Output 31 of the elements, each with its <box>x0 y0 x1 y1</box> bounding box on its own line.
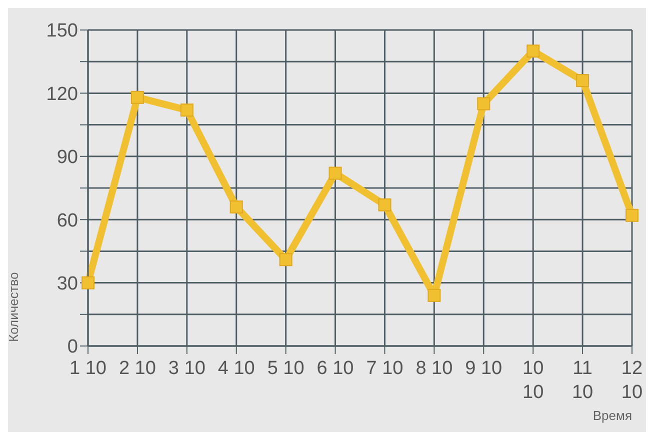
point <box>477 97 490 110</box>
point <box>576 74 590 88</box>
point <box>626 208 638 222</box>
point <box>230 200 243 214</box>
x-tick-label: 6 10 <box>316 358 354 379</box>
x-tick-label: 1 10 <box>70 358 106 379</box>
x-tick-label: 2 10 <box>118 358 156 379</box>
x-tick-label: 4 10 <box>218 358 255 379</box>
x-axis-title: Время <box>592 408 632 423</box>
y-tick-label: 120 <box>46 84 78 105</box>
x-tick-label: 7 10 <box>366 358 404 379</box>
point <box>328 166 342 180</box>
x-tick-label: 5 10 <box>267 358 304 379</box>
x-tick-label: 9 10 <box>465 358 502 379</box>
point <box>428 288 441 302</box>
y-tick-label: 30 <box>56 274 78 295</box>
x-tick-label: 10 10 <box>522 358 544 403</box>
point <box>279 253 292 266</box>
x-tick-label: 3 10 <box>168 358 206 379</box>
point <box>378 198 392 212</box>
y-tick-label: 90 <box>56 147 78 168</box>
point <box>130 90 144 104</box>
y-axis-title: Количество <box>6 272 21 342</box>
y-tick-label: 0 <box>67 336 78 358</box>
y-tick-label: 60 <box>56 210 78 232</box>
x-tick-label: 8 10 <box>416 358 453 379</box>
point <box>180 104 194 117</box>
x-tick-label: 11 10 <box>572 358 594 403</box>
point <box>526 44 540 58</box>
y-tick-label: 150 <box>46 20 78 42</box>
x-tick-label: 12 10 <box>621 358 643 403</box>
